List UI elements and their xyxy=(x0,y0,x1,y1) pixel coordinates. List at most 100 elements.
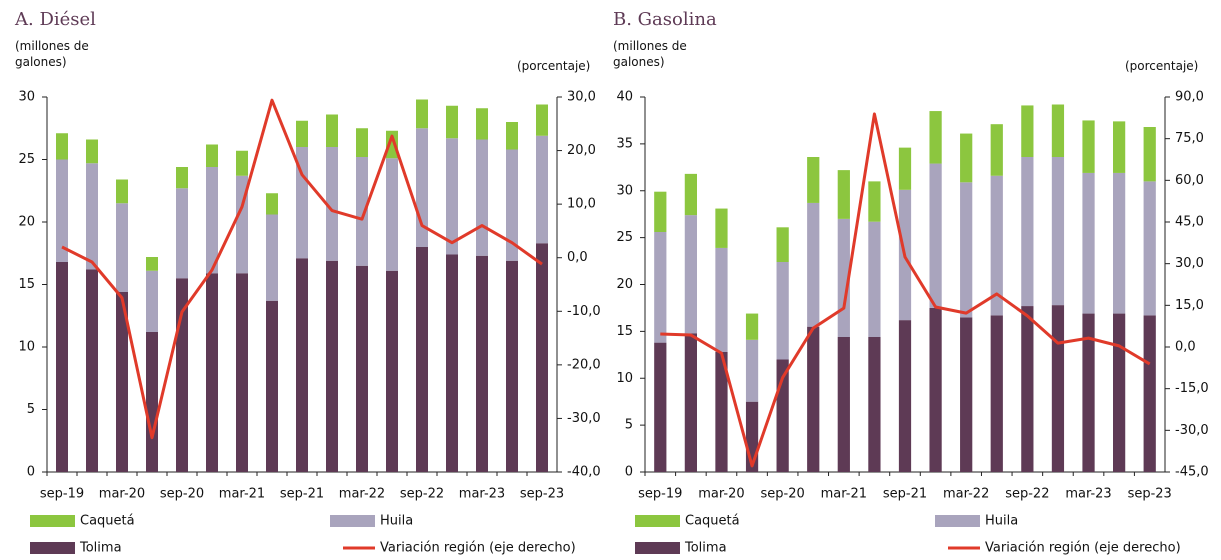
bar-segment xyxy=(536,243,548,472)
y2-axis-label: (porcentaje) xyxy=(1125,59,1199,73)
y2-tick-label: -45,0 xyxy=(1175,465,1209,480)
bar-segment xyxy=(1143,181,1156,316)
bar-segment xyxy=(326,114,338,147)
legend-label: Variación región (eje derecho) xyxy=(380,541,576,556)
bar-segment xyxy=(990,315,1003,472)
legend-swatch xyxy=(330,515,375,527)
bar-segment xyxy=(296,147,308,259)
bar-segment xyxy=(1051,305,1065,472)
chart-title: B. Gasolina xyxy=(613,9,717,30)
x-tick-label: sep-19 xyxy=(40,487,84,502)
y2-tick-label: 0,0 xyxy=(1175,340,1196,355)
chart-title: A. Diésel xyxy=(14,9,96,30)
y2-tick-label: -30,0 xyxy=(1175,423,1209,438)
bar-segment xyxy=(1082,172,1095,314)
y2-tick-label: 90,0 xyxy=(1175,90,1204,105)
bar-segment xyxy=(868,181,881,222)
y2-tick-label: 75,0 xyxy=(1175,131,1204,146)
bar-segment xyxy=(206,144,218,167)
bar-segment xyxy=(807,326,820,472)
bar-segment xyxy=(654,232,667,343)
bar-segment xyxy=(266,214,278,301)
bar-segment xyxy=(206,273,218,472)
bar-segment xyxy=(146,270,158,332)
y-tick-label: 5 xyxy=(625,418,633,433)
bar-segment xyxy=(960,182,973,318)
bar-segment xyxy=(1143,127,1156,182)
x-tick-label: sep-21 xyxy=(280,487,324,502)
legend-swatch xyxy=(635,515,680,527)
bar-segment xyxy=(116,203,128,292)
y2-tick-label: 20,0 xyxy=(567,143,596,158)
bar-segment xyxy=(206,167,218,274)
bar-segment xyxy=(86,163,98,270)
bar-segment xyxy=(960,317,973,472)
y-tick-label: 20 xyxy=(616,277,633,292)
bar-segment xyxy=(990,124,1003,176)
bar-segment xyxy=(116,292,128,472)
bar-segment xyxy=(715,247,728,352)
bar-segment xyxy=(476,139,488,256)
y-tick-label: 30 xyxy=(616,183,633,198)
bar-segment xyxy=(807,157,820,203)
bar-segment xyxy=(868,337,881,472)
bar-segment xyxy=(416,99,428,129)
bar-segment xyxy=(86,139,98,164)
bar-segment xyxy=(776,262,789,360)
bar-segment xyxy=(446,105,458,139)
bar-segment xyxy=(1113,121,1126,173)
bar-segment xyxy=(929,111,942,164)
legend-swatch xyxy=(935,515,980,527)
legend-swatch xyxy=(635,542,680,554)
bar-segment xyxy=(146,257,158,271)
y-tick-label: 15 xyxy=(18,277,35,292)
y-tick-label: 5 xyxy=(27,402,35,417)
x-tick-label: sep-22 xyxy=(1005,487,1049,502)
bar-segment xyxy=(236,150,248,176)
bar-segment xyxy=(776,227,789,262)
line-series xyxy=(660,112,1151,468)
y-axis-label: (millones de galones) xyxy=(15,39,89,69)
bar-segment xyxy=(146,332,158,472)
bar-segment xyxy=(684,215,697,334)
y-axis-label: (millones de galones) xyxy=(613,39,687,69)
bar-segment xyxy=(1021,157,1034,307)
bar-segment xyxy=(745,339,759,402)
y2-tick-label: 10,0 xyxy=(567,197,596,212)
bar-segment xyxy=(1143,315,1156,472)
bar-segment xyxy=(356,128,368,157)
bar-segment xyxy=(56,262,68,472)
bar-segment xyxy=(929,307,942,472)
legend-label: Huila xyxy=(985,514,1018,529)
bar-segment xyxy=(837,170,850,219)
y2-tick-label: 0,0 xyxy=(567,250,588,265)
y-tick-label: 0 xyxy=(27,465,35,480)
bar-segment xyxy=(506,260,518,472)
y-tick-label: 40 xyxy=(616,90,633,105)
legend-label: Tolima xyxy=(79,541,122,556)
bar-segment xyxy=(86,269,98,472)
bar-segment xyxy=(326,260,338,472)
y-tick-label: 35 xyxy=(616,136,633,151)
y2-tick-label: -10,0 xyxy=(567,304,601,319)
x-tick-label: sep-23 xyxy=(1128,487,1172,502)
bar-segment xyxy=(386,270,398,472)
bar-segment xyxy=(176,188,188,279)
legend-label: Caquetá xyxy=(685,514,740,529)
bar-segment xyxy=(266,300,278,472)
y-tick-label: 30 xyxy=(18,90,35,105)
x-tick-label: sep-21 xyxy=(883,487,927,502)
bar-segment xyxy=(1051,157,1065,306)
bar-segment xyxy=(1021,306,1034,472)
bar-segment xyxy=(1113,313,1126,472)
bar-segment xyxy=(416,247,428,472)
bar-segment xyxy=(56,133,68,160)
legend-swatch xyxy=(30,542,75,554)
bar-segment xyxy=(990,175,1003,316)
legend-label: Huila xyxy=(380,514,413,529)
y-tick-label: 20 xyxy=(18,215,35,230)
x-tick-label: mar-20 xyxy=(698,487,744,502)
y-tick-label: 15 xyxy=(616,324,633,339)
legend-label: Caquetá xyxy=(80,514,135,529)
y2-axis-label: (porcentaje) xyxy=(517,59,591,73)
